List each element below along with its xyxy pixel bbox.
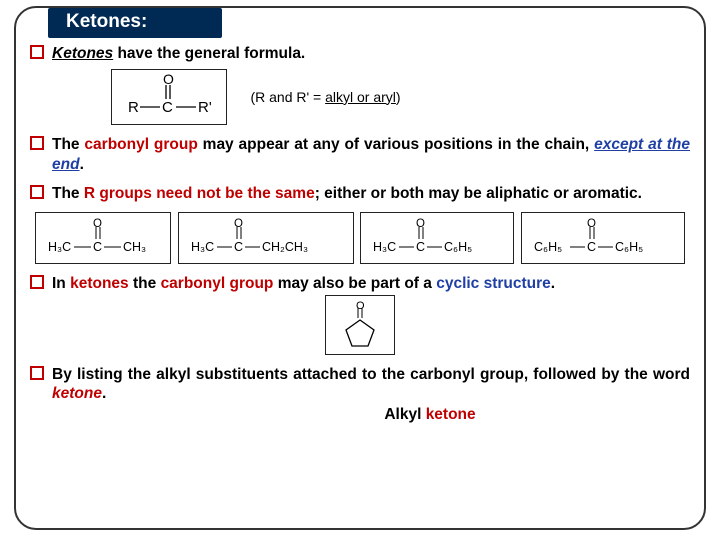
svg-text:C₆H₅: C₆H₅ xyxy=(444,240,472,254)
title-pill: Ketones: xyxy=(48,8,222,38)
b3-post: ; either or both may be aliphatic or aro… xyxy=(315,185,642,202)
lbl-Rp: R' xyxy=(198,99,212,116)
ex-benzophenone: C₆H₅ C O C₆H₅ xyxy=(521,212,685,264)
bullet-2: The carbonyl group may appear at any of … xyxy=(30,135,690,174)
b5-pre: By listing the alkyl substituents attach… xyxy=(52,366,690,383)
svg-text:CH₃: CH₃ xyxy=(123,240,146,254)
title-text: Ketones: xyxy=(66,11,147,32)
svg-text:C: C xyxy=(587,240,596,254)
b4-mid: the xyxy=(129,275,161,292)
slide-frame: Ketones: Ketones have the general formul… xyxy=(14,6,706,530)
svg-ex2: H₃C C O CH₂CH₃ xyxy=(187,217,345,259)
cyclic-figure: O xyxy=(30,295,690,355)
naming-line: Alkyl ketone xyxy=(30,406,690,424)
formula-box: R C O R' xyxy=(111,69,227,125)
svg-ex3: H₃C C O C₆H₅ xyxy=(369,217,505,259)
svg-text:O: O xyxy=(416,218,425,230)
bullet-5: By listing the alkyl substituents attach… xyxy=(30,365,690,404)
svg-text:C₆H₅: C₆H₅ xyxy=(534,240,562,254)
b4-r2: carbonyl group xyxy=(161,275,274,292)
b4-blue: cyclic structure xyxy=(436,275,551,292)
bullet-marker xyxy=(30,136,44,150)
svg-text:C₆H₅: C₆H₅ xyxy=(615,240,643,254)
b4-end: . xyxy=(551,275,555,292)
lbl-R: R xyxy=(128,99,139,116)
svg-text:H₃C: H₃C xyxy=(373,240,396,254)
annot-pre: (R and R' = xyxy=(250,89,325,105)
ex-acetophenone: H₃C C O C₆H₅ xyxy=(360,212,514,264)
cyclopentanone-box: O xyxy=(325,295,395,355)
svg-text:CH₂CH₃: CH₂CH₃ xyxy=(262,240,308,254)
bullet-3: The R groups need not be the same; eithe… xyxy=(30,184,690,203)
naming-pre: Alkyl xyxy=(384,406,425,423)
bullet-marker xyxy=(30,185,44,199)
general-formula-figure: R C O R' (R and R' = alkyl or aryl) xyxy=(30,69,690,125)
formula-annotation: (R and R' = alkyl or aryl) xyxy=(250,89,400,105)
svg-text:C: C xyxy=(93,240,102,254)
annot-ul: alkyl or aryl xyxy=(325,89,396,105)
svg-text:O: O xyxy=(356,300,365,312)
b2-pre: The xyxy=(52,136,84,153)
svg-ex1: H₃C C O CH₃ xyxy=(44,217,162,259)
b4-r1: ketones xyxy=(70,275,129,292)
annot-post: ) xyxy=(396,89,401,105)
ex-butanone: H₃C C O CH₂CH₃ xyxy=(178,212,354,264)
b5-end: . xyxy=(102,385,106,402)
b4-pre: In xyxy=(52,275,70,292)
b2-end: . xyxy=(80,156,84,173)
naming-red: ketone xyxy=(426,406,476,423)
ketone-skeleton-svg: R C O R' xyxy=(120,74,218,120)
b5-red: ketone xyxy=(52,385,102,402)
b2-mid: may appear at any of various positions i… xyxy=(198,136,594,153)
bullet-marker xyxy=(30,275,44,289)
svg-text:H₃C: H₃C xyxy=(191,240,214,254)
bullet-4: In ketones the carbonyl group may also b… xyxy=(30,274,690,293)
svg-text:H₃C: H₃C xyxy=(48,240,71,254)
svg-text:C: C xyxy=(416,240,425,254)
b3-red: R groups need not be the same xyxy=(84,185,315,202)
lbl-C: C xyxy=(162,99,173,116)
lbl-O: O xyxy=(163,74,174,87)
bullet-marker xyxy=(30,366,44,380)
ex-acetone: H₃C C O CH₃ xyxy=(35,212,171,264)
bullet-marker xyxy=(30,45,44,59)
b4-post: may also be part of a xyxy=(273,275,436,292)
content-area: Ketones have the general formula. R C O … xyxy=(16,8,704,424)
b3-pre: The xyxy=(52,185,84,202)
svg-text:O: O xyxy=(587,218,596,230)
svg-ex4: C₆H₅ C O C₆H₅ xyxy=(530,217,676,259)
b1-text: have the general formula. xyxy=(113,45,305,62)
svg-text:O: O xyxy=(234,218,243,230)
b1-emph: Ketones xyxy=(52,45,113,62)
svg-text:O: O xyxy=(93,218,102,230)
svg-text:C: C xyxy=(234,240,243,254)
b2-red: carbonyl group xyxy=(84,136,197,153)
svg-cyclopentanone: O xyxy=(334,300,386,350)
examples-figure: H₃C C O CH₃ H₃C C O CH₂CH₃ xyxy=(30,212,690,264)
bullet-1: Ketones have the general formula. xyxy=(30,44,690,63)
